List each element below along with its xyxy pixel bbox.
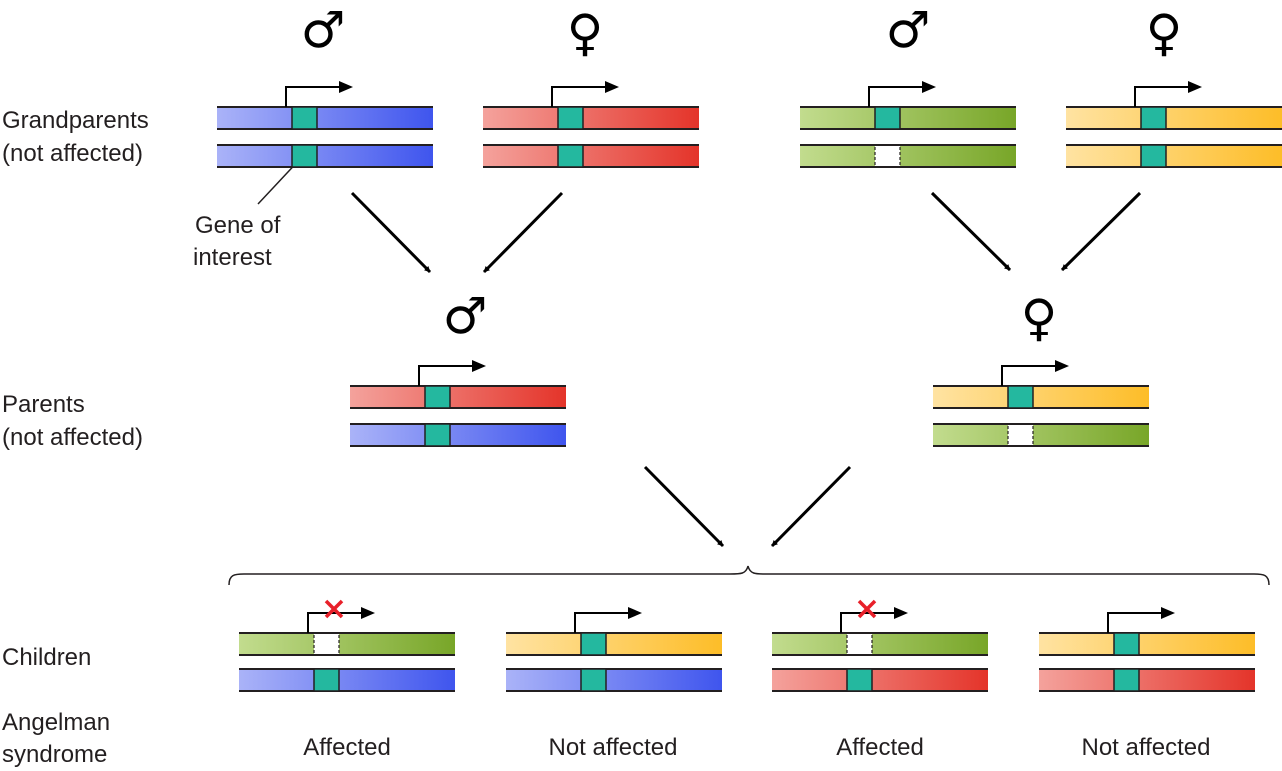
grandparents-2-1-transcription-arrow	[551, 86, 605, 107]
grandparents-1-1-transcription-arrow	[285, 86, 339, 107]
children-4-1-transcription-arrowhead	[1161, 607, 1175, 619]
female-symbol-mother: ♀	[1021, 289, 1058, 347]
grandparents-1-1-gene-of-interest	[291, 106, 318, 130]
outcome-child-3: Affected	[836, 734, 924, 761]
grandparents-3-1-gene-of-interest	[874, 106, 901, 130]
grandparents-1-1-chromosome	[217, 107, 433, 129]
female-symbol-grandmother-1: ♀	[567, 4, 604, 62]
angelman-sublabel: syndrome	[2, 741, 107, 768]
grandparents-sublabel: (not affected)	[2, 140, 143, 167]
angelman-label: Angelman	[2, 709, 110, 736]
children-2-2-gene-of-interest	[580, 668, 607, 692]
outcome-child-2: Not affected	[549, 734, 678, 761]
children-4-1-chromosome	[1039, 633, 1255, 655]
grandparents-2-1-gene-of-interest	[557, 106, 584, 130]
male-symbol-grandfather-1: ♂	[301, 1, 346, 59]
parents-2-1-transcription-arrow	[1001, 365, 1055, 386]
male-symbol-father: ♂	[443, 287, 488, 345]
children-1-2-gene-of-interest	[313, 668, 340, 692]
children-3-1-chromosome	[772, 633, 988, 655]
parents-2-2-chromosome	[933, 424, 1149, 446]
parents-1-2-gene-of-interest	[424, 423, 451, 447]
children-4-2-gene-of-interest	[1113, 668, 1140, 692]
children-3-1-transcription-arrowhead	[894, 607, 908, 619]
inheritance-arrows	[350, 191, 1142, 548]
grandparents-2-1-transcription-arrowhead	[605, 81, 619, 93]
grandparents-4-2-gene-of-interest	[1140, 144, 1167, 168]
grandparents-4-1-gene-of-interest	[1140, 106, 1167, 130]
parents-2-2-deleted-gene	[1008, 425, 1033, 445]
grandparents-4-1-chromosome	[1066, 107, 1282, 129]
children-2-2-chromosome	[506, 669, 722, 691]
children-4-1-gene-of-interest	[1113, 632, 1140, 656]
parents-1-1-transcription-arrow	[418, 365, 472, 386]
gene-callout-sublabel: interest	[193, 244, 272, 271]
grandparents-3-2-deleted-gene	[875, 146, 900, 166]
outcome-child-1: Affected	[303, 734, 391, 761]
children-2-1-transcription-arrow	[574, 612, 628, 633]
grandparents-label: Grandparents	[2, 107, 149, 134]
children-4-2-chromosome	[1039, 669, 1255, 691]
children-1-1-deleted-gene	[314, 634, 339, 654]
children-1-1-transcription-arrow	[307, 612, 361, 633]
children-label: Children	[2, 644, 91, 671]
children-2-1-chromosome	[506, 633, 722, 655]
grandparents-2-2-gene-of-interest	[557, 144, 584, 168]
grandparents-1-2-chromosome	[217, 145, 433, 167]
grandparents-2-2-chromosome	[483, 145, 699, 167]
children-3-1-blocked-x-mark	[857, 599, 877, 619]
children-2-1-transcription-arrowhead	[628, 607, 642, 619]
children-1-1-blocked-x-mark	[324, 599, 344, 619]
parents-label: Parents	[2, 391, 85, 418]
grandparents-2-1-chromosome	[483, 107, 699, 129]
parents-2-1-transcription-arrowhead	[1055, 360, 1069, 372]
parents-sublabel: (not affected)	[2, 424, 143, 451]
grandparents-3-1-transcription-arrowhead	[922, 81, 936, 93]
children-brace	[228, 565, 1270, 586]
grandparents-4-1-transcription-arrow	[1134, 86, 1188, 107]
gene-callout-label: Gene of	[195, 212, 281, 239]
children-1-1-transcription-arrowhead	[361, 607, 375, 619]
parents-1-1-transcription-arrowhead	[472, 360, 486, 372]
parents-2-1-gene-of-interest	[1007, 385, 1034, 409]
children-3-1-transcription-arrow	[840, 612, 894, 633]
children-3-2-gene-of-interest	[846, 668, 873, 692]
grandparents-3-2-chromosome	[800, 145, 1016, 167]
children-3-1-deleted-gene	[847, 634, 872, 654]
children-3-2-chromosome	[772, 669, 988, 691]
parents-1-1-gene-of-interest	[424, 385, 451, 409]
grandparents-4-1-transcription-arrowhead	[1188, 81, 1202, 93]
parents-1-2-chromosome	[350, 424, 566, 446]
outcome-child-4: Not affected	[1082, 734, 1211, 761]
grandparents-3-1-chromosome	[800, 107, 1016, 129]
female-symbol-grandmother-2: ♀	[1146, 4, 1183, 62]
children-1-1-chromosome	[239, 633, 455, 655]
children-2-1-gene-of-interest	[580, 632, 607, 656]
children-4-1-transcription-arrow	[1107, 612, 1161, 633]
grandparents-1-1-transcription-arrowhead	[339, 81, 353, 93]
children-1-2-chromosome	[239, 669, 455, 691]
male-symbol-grandfather-2: ♂	[886, 1, 931, 59]
grandparents-4-2-chromosome	[1066, 145, 1282, 167]
parents-1-1-chromosome	[350, 386, 566, 408]
parents-2-1-chromosome	[933, 386, 1149, 408]
chromosome-layer	[217, 81, 1282, 692]
grandparents-3-1-transcription-arrow	[868, 86, 922, 107]
grandparents-1-2-gene-of-interest	[291, 144, 318, 168]
